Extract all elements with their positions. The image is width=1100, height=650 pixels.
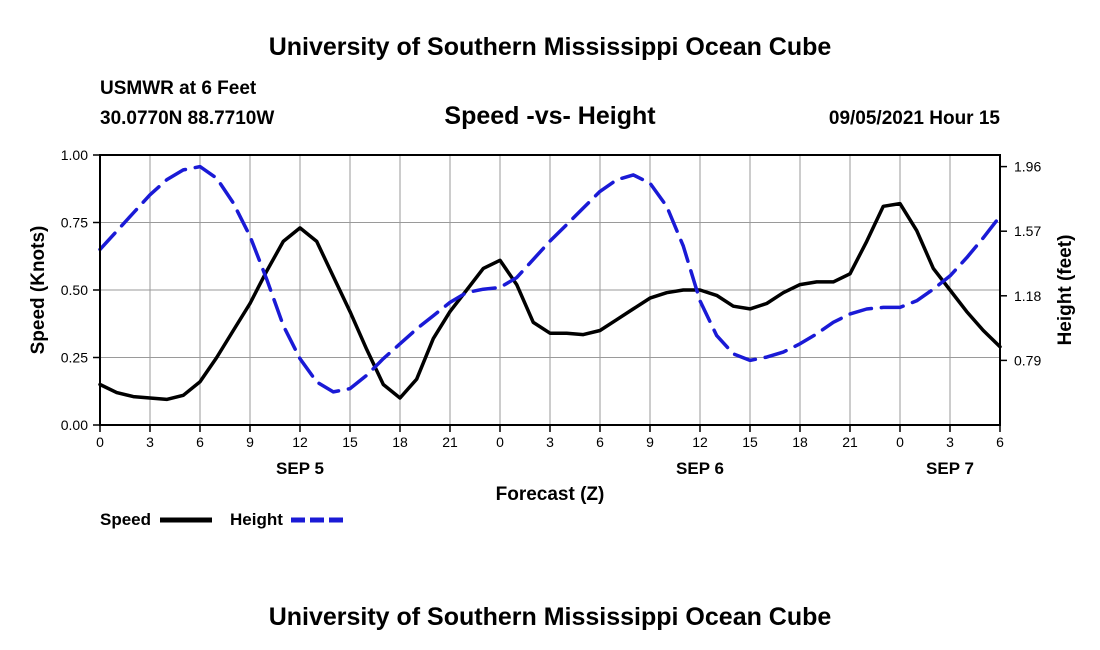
grid	[100, 155, 1000, 425]
x-tick-label: 6	[596, 434, 604, 450]
chart-title: University of Southern Mississippi Ocean…	[269, 33, 832, 61]
datetime-label: 09/05/2021 Hour 15	[829, 108, 1001, 129]
x-tick-label: 9	[246, 434, 254, 450]
y2-tick-label: 0.79	[1014, 352, 1041, 368]
x-tick-label: 18	[792, 434, 808, 450]
x-tick-label: 21	[442, 434, 458, 450]
legend-height-label: Height	[230, 510, 283, 529]
day-label: SEP 5	[276, 459, 324, 478]
day-label: SEP 7	[926, 459, 974, 478]
y-tick-label: 0.75	[61, 215, 88, 231]
y2-axis-label: Height (feet)	[1055, 235, 1076, 346]
y-axis-label: Speed (Knots)	[28, 226, 49, 355]
x-tick-label: 3	[546, 434, 554, 450]
x-tick-label: 3	[946, 434, 954, 450]
y-tick-label: 0.00	[61, 417, 88, 433]
x-tick-label: 15	[342, 434, 358, 450]
plot-frame	[99, 154, 1001, 426]
x-tick-label: 3	[146, 434, 154, 450]
series-line-height	[98, 164, 1002, 394]
x-tick-label: 21	[842, 434, 858, 450]
series-line-speed	[98, 201, 1002, 402]
x-tick-label: 6	[196, 434, 204, 450]
x-tick-label: 15	[742, 434, 758, 450]
footer-title: University of Southern Mississippi Ocean…	[269, 603, 832, 631]
x-tick-label: 0	[96, 434, 104, 450]
x-tick-label: 12	[692, 434, 708, 450]
y-tick-label: 0.25	[61, 350, 88, 366]
y-tick-label: 1.00	[61, 147, 88, 163]
x-tick-label: 0	[896, 434, 904, 450]
legend: Speed Height	[100, 510, 343, 529]
series	[98, 164, 1002, 402]
y2-tick-label: 1.57	[1014, 223, 1041, 239]
axes: 0 3 6 9 12 15 18 21 0 3 6 9 12 15 18 21 0 3 6 0.00 0.25 0.50 0…	[61, 147, 1042, 478]
day-label: SEP 6	[676, 459, 724, 478]
location-label: 30.0770N 88.7710W	[100, 108, 274, 129]
y2-tick-label: 1.96	[1014, 159, 1041, 175]
x-tick-label: 18	[392, 434, 408, 450]
x-tick-label: 0	[496, 434, 504, 450]
x-axis-label: Forecast (Z)	[496, 484, 605, 505]
x-tick-label: 6	[996, 434, 1004, 450]
y2-tick-label: 1.18	[1014, 288, 1041, 304]
x-tick-label: 12	[292, 434, 308, 450]
station-label: USMWR at 6 Feet	[100, 78, 257, 99]
chart-subtitle: Speed -vs- Height	[444, 102, 656, 130]
y-tick-label: 0.50	[61, 282, 88, 298]
legend-speed-label: Speed	[100, 510, 151, 529]
x-tick-label: 9	[646, 434, 654, 450]
